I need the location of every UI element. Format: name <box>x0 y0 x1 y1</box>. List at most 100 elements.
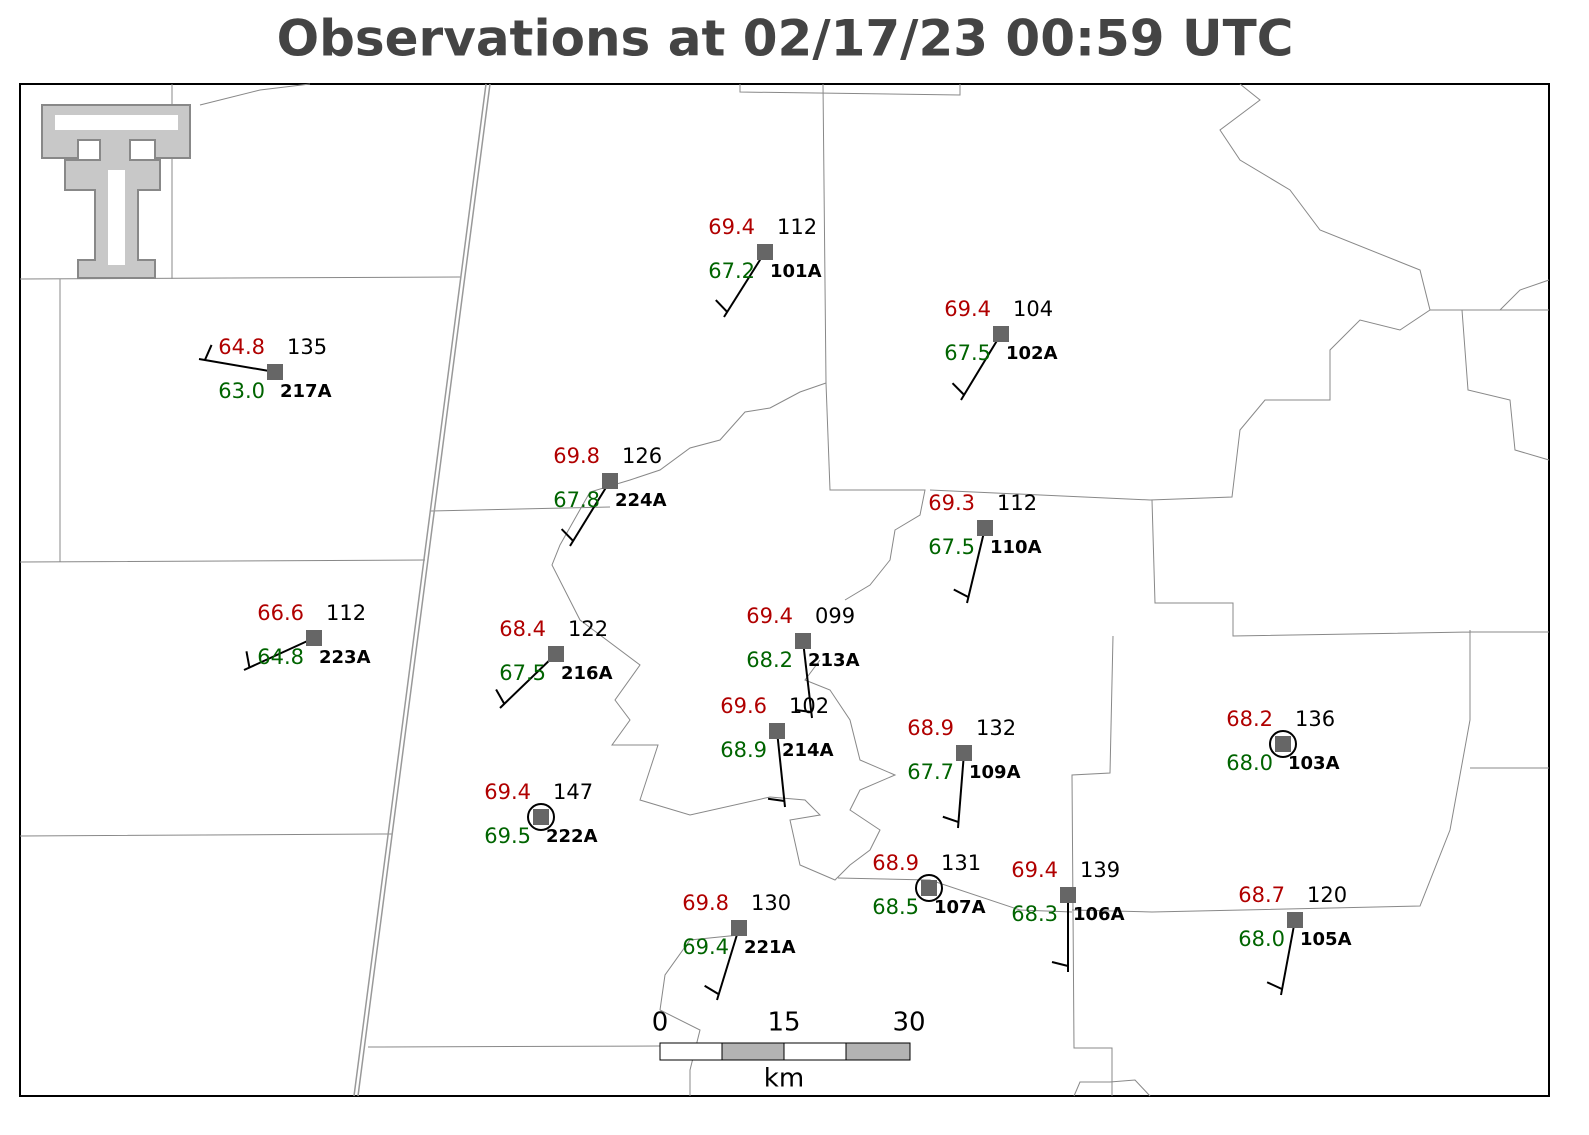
pressure: 135 <box>287 335 327 359</box>
barb-tick <box>715 299 728 313</box>
station-marker <box>1275 736 1291 752</box>
wind-barb <box>243 637 315 671</box>
station-id: 222A <box>546 826 598 847</box>
station-marker <box>757 244 773 260</box>
temperature: 69.4 <box>746 604 793 628</box>
dewpoint: 68.0 <box>1226 751 1273 775</box>
calm-circle <box>1269 730 1297 758</box>
pressure: 102 <box>789 694 829 718</box>
wind-barb <box>723 251 766 318</box>
temperature: 69.8 <box>553 444 600 468</box>
pressure: 139 <box>1080 858 1120 882</box>
dewpoint: 68.2 <box>746 648 793 672</box>
temperature: 69.4 <box>708 215 755 239</box>
temperature: 69.4 <box>1011 858 1058 882</box>
station-marker <box>921 880 937 896</box>
barb-tick <box>1266 981 1283 991</box>
dewpoint: 69.4 <box>682 935 729 959</box>
pressure: 112 <box>777 215 817 239</box>
pressure: 130 <box>751 891 791 915</box>
pressure: 136 <box>1295 707 1335 731</box>
temperature: 68.9 <box>872 851 919 875</box>
pressure: 104 <box>1013 297 1053 321</box>
wind-barb <box>499 653 557 709</box>
wind-barb <box>802 640 813 719</box>
dewpoint: 63.0 <box>218 379 265 403</box>
wind-barb <box>776 730 786 808</box>
title: Observations at 02/17/23 00:59 UTC <box>277 10 1294 68</box>
pressure: 122 <box>568 617 608 641</box>
pressure: 126 <box>622 444 662 468</box>
barb-tick <box>794 708 812 714</box>
station-id: 101A <box>770 261 822 282</box>
station-id: 107A <box>934 897 986 918</box>
dewpoint: 68.5 <box>872 895 919 919</box>
scale-unit: km <box>764 1064 804 1094</box>
pressure: 147 <box>553 780 593 804</box>
pressure: 131 <box>941 851 981 875</box>
barb-tick <box>203 344 213 361</box>
dewpoint: 67.5 <box>928 535 975 559</box>
pressure: 112 <box>326 601 366 625</box>
station-id: 110A <box>990 537 1042 558</box>
dewpoint: 67.5 <box>944 341 991 365</box>
station-id: 105A <box>1300 929 1352 950</box>
station-marker <box>533 809 549 825</box>
station-id: 106A <box>1073 904 1125 925</box>
station-id: 216A <box>561 663 613 684</box>
scale-label: 0 <box>652 1008 669 1038</box>
boundaries <box>19 83 1550 1097</box>
barb-tick <box>1051 961 1069 967</box>
wind-barb <box>198 358 276 373</box>
station-marker <box>1060 887 1076 903</box>
station-marker <box>977 520 993 536</box>
calm-circle <box>915 874 943 902</box>
dewpoint: 67.2 <box>708 259 755 283</box>
station-marker <box>795 633 811 649</box>
temperature: 69.4 <box>944 297 991 321</box>
station-id: 223A <box>319 647 371 668</box>
station-marker <box>993 326 1009 342</box>
station-id: 109A <box>969 762 1021 783</box>
dewpoint: 67.5 <box>499 661 546 685</box>
wind-barb <box>1280 919 1296 996</box>
wind-barb <box>957 752 965 829</box>
wind-barb <box>966 527 986 604</box>
pressure: 132 <box>976 716 1016 740</box>
station-marker <box>956 745 972 761</box>
wind-barb <box>569 480 611 547</box>
temperature: 69.3 <box>928 491 975 515</box>
dewpoint: 69.5 <box>484 824 531 848</box>
station-marker <box>1287 912 1303 928</box>
calm-circle <box>527 803 555 831</box>
pressure: 099 <box>815 604 855 628</box>
temperature: 68.2 <box>1226 707 1273 731</box>
temperature: 68.9 <box>907 716 954 740</box>
dewpoint: 67.7 <box>907 760 954 784</box>
temperature: 69.8 <box>682 891 729 915</box>
scale-label: 15 <box>767 1008 800 1038</box>
scale-bar: 0 15 30 km <box>652 1008 926 1094</box>
barb-tick <box>495 689 506 705</box>
barb-tick <box>942 815 959 823</box>
barb-tick <box>767 797 785 803</box>
station-id: 103A <box>1288 753 1340 774</box>
station-id: 214A <box>782 740 834 761</box>
station-id: 221A <box>744 937 796 958</box>
logo <box>41 104 191 279</box>
dewpoint: 64.8 <box>257 645 304 669</box>
station-marker <box>731 920 747 936</box>
dewpoint: 67.8 <box>553 488 600 512</box>
station-id: 213A <box>808 650 860 671</box>
scale-label: 30 <box>892 1008 925 1038</box>
barb-tick <box>245 651 251 668</box>
pressure: 120 <box>1307 883 1347 907</box>
barb-tick <box>953 588 969 599</box>
station-marker <box>267 364 283 380</box>
dewpoint: 68.0 <box>1238 927 1285 951</box>
temperature: 68.4 <box>499 617 546 641</box>
barb-tick <box>560 528 574 542</box>
wind-barb <box>960 333 1002 401</box>
pressure: 112 <box>997 491 1037 515</box>
